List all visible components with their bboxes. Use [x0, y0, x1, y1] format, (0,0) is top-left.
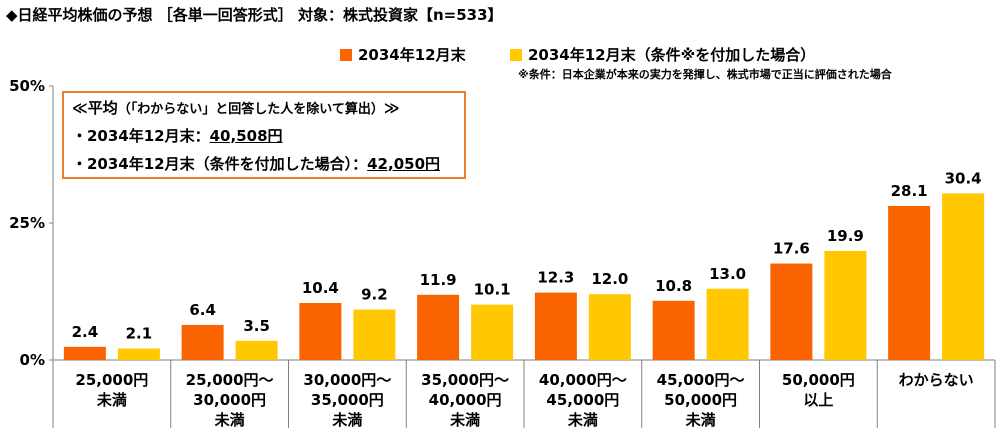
x-category-label: 未満	[567, 411, 598, 429]
bar-2034	[652, 300, 695, 360]
average-line-2034-condition: ・2034年12月末（条件を付加した場合）：42,050円	[72, 153, 456, 174]
bar-2034-condition	[117, 348, 160, 360]
x-category-label: 50,000円	[664, 391, 737, 409]
value-label-2034: 10.8	[655, 277, 692, 295]
x-category-label: 30,000円～	[303, 371, 391, 389]
x-category-label: 35,000円～	[421, 371, 509, 389]
bar-2034	[417, 294, 460, 360]
bar-2034-condition	[588, 294, 631, 360]
x-category-label: 35,000円	[311, 391, 384, 409]
bar-2034-condition	[942, 193, 985, 360]
legend-item-2034-condition: 2034年12月末（条件※を付加した場合）	[510, 44, 815, 65]
condition-note: ※条件：日本企業が本来の実力を発揮し、株式市場で正当に評価された場合	[518, 68, 892, 81]
value-label-2034-condition: 9.2	[361, 286, 388, 304]
bar-2034-condition	[353, 309, 396, 360]
legend-swatch-2034	[340, 48, 352, 61]
x-category-label: 50,000円	[782, 371, 855, 389]
x-category-label: 25,000円～	[186, 371, 274, 389]
average-value-2034: 40,508円	[209, 127, 283, 145]
x-category-label: 25,000円	[75, 371, 148, 389]
x-category-label: 未満	[449, 411, 480, 429]
x-category-label: 30,000円	[193, 391, 266, 409]
value-label-2034-condition: 19.9	[827, 227, 864, 245]
value-label-2034-condition: 3.5	[243, 317, 270, 335]
x-category-label: 以上	[803, 391, 833, 409]
value-label-2034: 2.4	[72, 323, 99, 341]
average-title-open: ≪平均	[72, 99, 118, 117]
bar-2034	[299, 303, 342, 360]
legend-item-2034: 2034年12月末	[340, 44, 466, 65]
x-category-label: 未満	[331, 411, 362, 429]
x-category-label: 未満	[685, 411, 716, 429]
value-label-2034: 28.1	[891, 182, 928, 200]
average-box: ≪平均（「わからない」と回答した人を除いて算出）≫ ・2034年12月末：40,…	[62, 91, 466, 179]
x-category-label: 未満	[96, 391, 127, 409]
value-label-2034-condition: 30.4	[945, 169, 982, 187]
value-label-2034: 11.9	[420, 271, 457, 289]
value-label-2034-condition: 2.1	[126, 324, 153, 342]
average-box-title: ≪平均（「わからない」と回答した人を除いて算出）≫	[72, 97, 456, 118]
average-value-2034-condition: 42,050円	[367, 155, 441, 173]
x-category-label: わからない	[899, 371, 974, 389]
x-category-label: 45,000円	[546, 391, 619, 409]
value-label-2034-condition: 13.0	[709, 265, 746, 283]
legend-swatch-2034-condition	[510, 48, 522, 61]
y-tick-label: 0%	[20, 351, 45, 369]
x-category-label: 未満	[214, 411, 245, 429]
bar-2034	[181, 324, 224, 360]
bar-2034-condition	[235, 340, 278, 360]
value-label-2034: 6.4	[189, 301, 216, 319]
value-label-2034: 17.6	[773, 240, 810, 258]
average-line-2034: ・2034年12月末：40,508円	[72, 125, 456, 146]
x-category-label: 45,000円～	[657, 371, 745, 389]
chart-title: ◆日経平均株価の予想 ［各単一回答形式］ 対象：株式投資家【n=533】	[6, 6, 503, 24]
bar-2034-condition	[824, 250, 867, 360]
value-label-2034-condition: 10.1	[474, 281, 511, 299]
average-title-close: ≫	[383, 99, 400, 117]
legend-label-2034-condition: 2034年12月末（条件※を付加した場合）	[528, 46, 816, 64]
x-category-label: 40,000円	[429, 391, 502, 409]
x-category-label: 40,000円～	[539, 371, 627, 389]
bar-2034-condition	[471, 304, 514, 360]
average-title-sub: （「わからない」と回答した人を除いて算出）	[117, 102, 384, 117]
y-tick-label: 25%	[9, 214, 45, 232]
bar-2034	[63, 346, 106, 360]
value-label-2034: 10.4	[302, 279, 339, 297]
bar-2034	[888, 206, 931, 360]
legend-label-2034: 2034年12月末	[358, 46, 466, 64]
bar-2034	[534, 292, 577, 360]
value-label-2034-condition: 12.0	[591, 270, 628, 288]
value-label-2034: 12.3	[537, 269, 574, 287]
average-label-2034: ・2034年12月末：	[72, 127, 210, 145]
y-tick-label: 50%	[9, 77, 45, 95]
bar-2034	[770, 263, 813, 360]
average-label-2034-condition: ・2034年12月末（条件を付加した場合）：	[72, 155, 368, 173]
bar-2034-condition	[706, 288, 749, 360]
